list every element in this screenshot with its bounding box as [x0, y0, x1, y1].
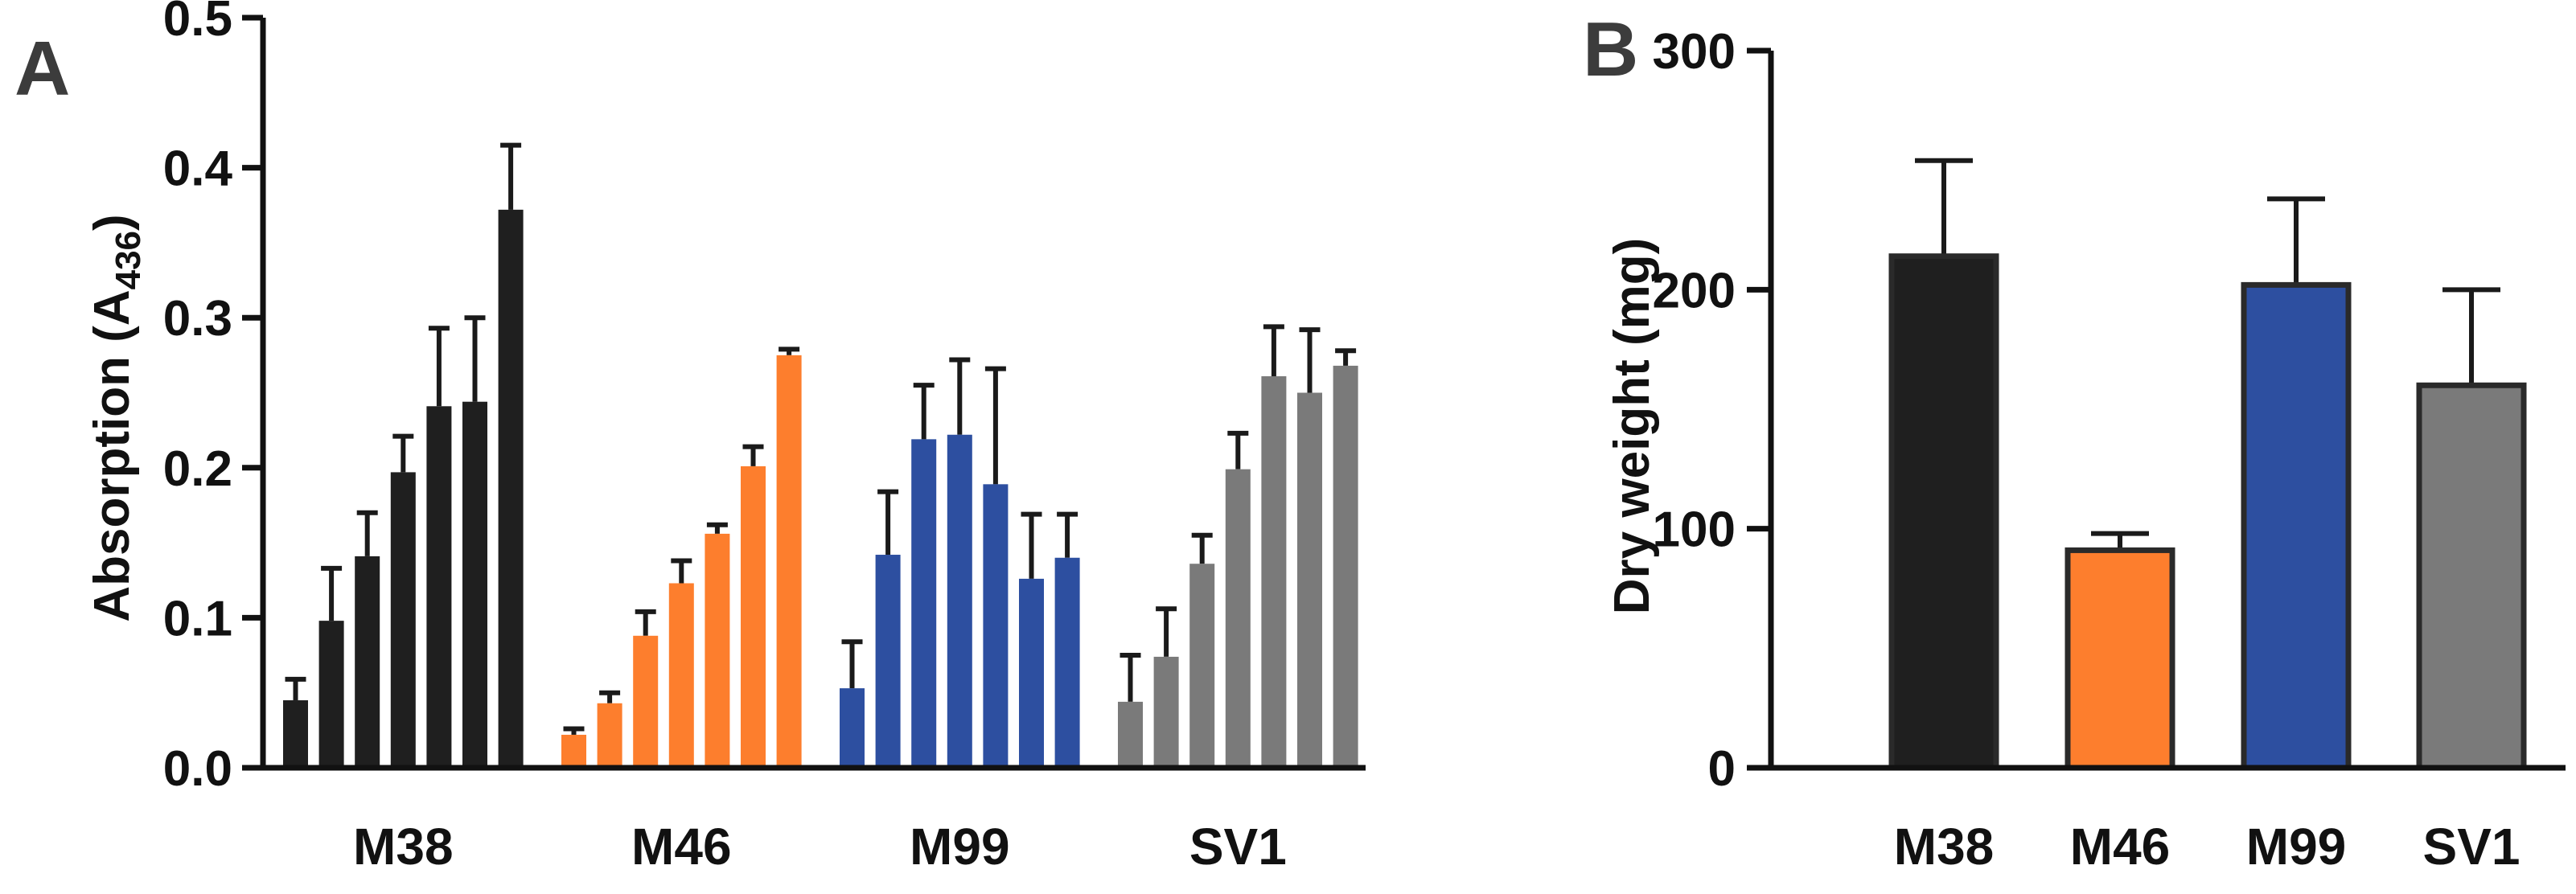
bar: [1225, 469, 1251, 768]
bar: [498, 209, 524, 768]
panel-a-y-ticks: 0.0 0.1 0.2 0.3 0.4 0.5: [163, 0, 263, 797]
y-tick-label: 0.0: [163, 741, 232, 797]
panel-b-bars: [1888, 158, 2527, 771]
bar: [1888, 253, 1999, 771]
bar: [318, 621, 344, 768]
category-label: M99: [2246, 818, 2347, 876]
panel-a: A Absorption (A436) 0.0 0.1 0.2 0.3 0.4 0.5 M…: [14, 0, 1366, 876]
bar: [875, 555, 901, 768]
panel-a-category-labels: M38 M46 M99 SV1: [353, 818, 1287, 876]
category-label: M99: [910, 818, 1010, 876]
bar: [1054, 557, 1080, 768]
bar: [426, 406, 452, 768]
panel-b-y-axis-label: Dry weight (mg): [1604, 238, 1660, 614]
y-tick-label: 300: [1653, 24, 1736, 80]
bar: [840, 688, 865, 768]
category-label: M38: [1894, 818, 1995, 876]
panel-b-y-ticks: 0 100 200 300: [1653, 24, 1771, 797]
panel-a-letter: A: [14, 26, 70, 112]
y-tick-label: 0.2: [163, 441, 232, 497]
category-label: SV1: [1189, 818, 1287, 876]
bar: [1153, 656, 1179, 768]
bar: [1297, 392, 1322, 768]
bar: [597, 703, 622, 768]
bar: [2241, 281, 2352, 771]
bar: [1189, 564, 1215, 768]
bar: [1333, 365, 1358, 768]
bar: [668, 583, 694, 768]
panel-b-axes: [1768, 51, 2566, 771]
bar: [947, 434, 972, 768]
category-label: M38: [353, 818, 454, 876]
bar: [1019, 578, 1044, 768]
panel-a-y-axis-label: Absorption (A436): [84, 214, 148, 621]
panel-b: B Dry weight (mg) 0 100 200 300 M38 M46 M99 SV…: [1583, 6, 2566, 876]
bar: [2416, 382, 2527, 771]
bar: [633, 635, 659, 768]
bar: [390, 472, 416, 768]
y-tick-label: 0.5: [163, 0, 232, 47]
bar: [2064, 547, 2175, 771]
category-label: SV1: [2423, 818, 2521, 876]
bar: [1118, 701, 1143, 768]
bar: [741, 465, 766, 768]
panel-b-letter: B: [1583, 6, 1638, 92]
panel-a-bars: [283, 142, 1358, 769]
y-tick-label: 0: [1708, 741, 1736, 797]
bar: [1261, 375, 1287, 768]
bar: [705, 533, 730, 768]
bar: [355, 556, 380, 768]
panel-a-axes: [260, 18, 1366, 771]
y-tick-label: 100: [1653, 502, 1736, 558]
panel-b-category-labels: M38 M46 M99 SV1: [1894, 818, 2521, 876]
bar: [911, 439, 937, 768]
category-label: M46: [2070, 818, 2171, 876]
category-label: M46: [631, 818, 732, 876]
y-tick-label: 0.3: [163, 291, 232, 347]
bar: [983, 484, 1009, 768]
y-tick-label: 200: [1653, 263, 1736, 318]
bar: [462, 401, 487, 768]
y-tick-label: 0.4: [163, 141, 233, 197]
bar: [776, 355, 802, 769]
bar: [561, 734, 586, 768]
bar: [283, 700, 308, 768]
y-tick-label: 0.1: [163, 591, 232, 646]
